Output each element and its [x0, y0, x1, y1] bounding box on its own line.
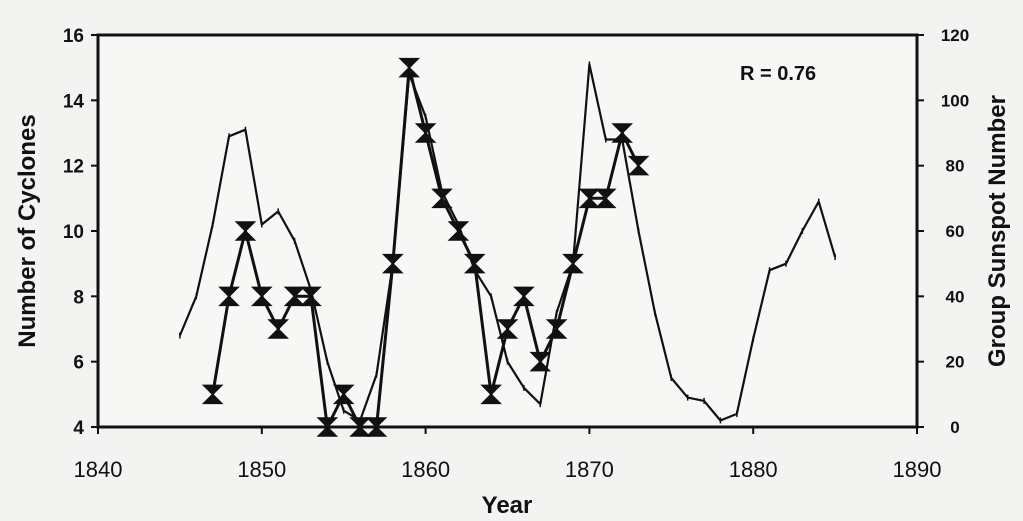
y2-tick-label-3: 60	[946, 222, 965, 241]
x-axis-title: Year	[482, 492, 533, 519]
series-layer	[178, 57, 837, 437]
cyclone-point-5	[283, 286, 306, 307]
cyclone-point-24	[594, 188, 617, 209]
x-tick-label-1: 1850	[237, 457, 286, 482]
cyclone-point-7	[316, 417, 339, 437]
correlation-annotation: R = 0.76	[740, 63, 816, 85]
series-sunspot	[178, 61, 837, 424]
y-tick-label-1: 6	[73, 353, 84, 374]
y2-tick-label-1: 20	[946, 353, 965, 372]
cyclone-point-20	[529, 351, 552, 372]
cyclone-point-3	[250, 286, 273, 307]
y-axis-left: 4 6 8 10 12 14 16	[63, 26, 98, 439]
y-tick-label-2: 8	[73, 287, 84, 308]
y-tick-label-0: 4	[73, 418, 84, 439]
cyclone-point-0	[201, 384, 224, 405]
series-cyclones	[201, 57, 650, 437]
x-tick-label-2: 1860	[401, 457, 450, 482]
cyclone-point-1	[218, 286, 240, 307]
y-axis-title: Number of Cyclones	[14, 114, 41, 347]
cyclone-point-25	[611, 123, 633, 143]
cyclone-point-10	[365, 417, 388, 437]
cyclone-point-17	[480, 384, 502, 405]
y2-tick-label-6: 120	[941, 26, 969, 45]
y2-tick-label-2: 40	[946, 287, 965, 306]
cyclone-point-16	[463, 253, 486, 274]
y-tick-label-6: 16	[63, 26, 84, 47]
x-tick-label-0: 1840	[74, 457, 123, 482]
y-tick-label-4: 12	[63, 157, 84, 178]
y2-axis-title: Group Sunspot Number	[984, 95, 1011, 367]
y2-tick-label-0: 0	[950, 418, 959, 437]
x-tick-label-5: 1890	[893, 457, 942, 482]
x-axis: 1840 1850 1860 1870 1880 1890	[74, 427, 942, 482]
cyclone-point-9	[349, 417, 371, 437]
cyclone-point-14	[431, 188, 453, 209]
plot-area	[96, 33, 919, 429]
cyclone-point-18	[496, 319, 519, 339]
cyclone-point-8	[332, 384, 355, 405]
y-axis-right: 0 20 40 60 80 100 120	[917, 26, 969, 437]
cyclone-point-19	[513, 286, 535, 307]
y-tick-label-3: 10	[63, 222, 84, 243]
cyclone-point-12	[398, 57, 421, 78]
cyclone-point-2	[234, 221, 257, 241]
y-tick-label-5: 14	[63, 91, 85, 112]
x-tick-label-3: 1870	[565, 457, 614, 482]
cyclone-point-4	[267, 319, 289, 339]
cyclone-point-23	[578, 188, 601, 209]
y2-tick-label-5: 100	[941, 91, 969, 110]
x-tick-label-4: 1880	[729, 457, 778, 482]
y2-tick-label-4: 80	[946, 157, 965, 176]
